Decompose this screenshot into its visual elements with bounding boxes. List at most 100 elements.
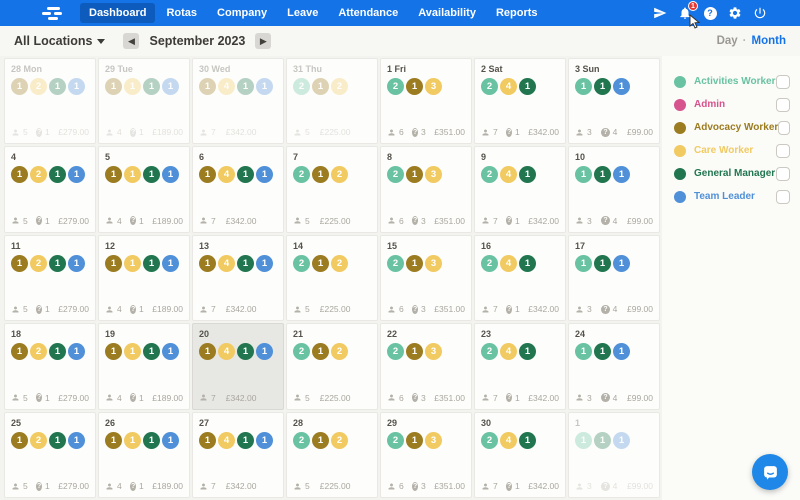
care-shift-badge[interactable]: 2 bbox=[30, 431, 47, 449]
care-shift-badge[interactable]: 4 bbox=[218, 431, 235, 449]
general-shift-badge[interactable]: 1 bbox=[594, 166, 611, 184]
team-shift-badge[interactable]: 1 bbox=[68, 254, 85, 272]
advocacy-shift-badge[interactable]: 1 bbox=[11, 166, 28, 184]
day-cell-w3-15[interactable]: 15 2 1 3 6? 3 £351.00 bbox=[380, 234, 472, 322]
general-shift-badge[interactable]: 1 bbox=[519, 78, 536, 95]
advocacy-shift-badge[interactable]: 1 bbox=[199, 431, 216, 449]
general-checkbox[interactable] bbox=[776, 166, 790, 181]
general-shift-badge[interactable]: 1 bbox=[237, 254, 254, 272]
general-shift-badge[interactable]: 1 bbox=[519, 166, 536, 184]
advocacy-shift-badge[interactable]: 1 bbox=[105, 78, 122, 95]
day-cell-w2-10[interactable]: 10 1 1 1 3? 4 £99.00 bbox=[568, 146, 660, 233]
team-shift-badge[interactable]: 1 bbox=[162, 431, 179, 449]
team-shift-badge[interactable]: 1 bbox=[68, 166, 85, 184]
day-cell-w3-12[interactable]: 12 1 1 1 1 4? 1 £189.00 bbox=[98, 234, 190, 322]
day-cell-w1-31-thu[interactable]: 31 Thu 2 1 2 5 £225.00 bbox=[286, 58, 378, 145]
day-cell-w5-25[interactable]: 25 1 2 1 1 5? 1 £279.00 bbox=[4, 411, 96, 498]
location-selector[interactable]: All Locations bbox=[14, 34, 106, 48]
day-cell-w4-23[interactable]: 23 2 4 1 7? 1 £342.00 bbox=[474, 323, 566, 410]
advocacy-shift-badge[interactable]: 1 bbox=[199, 343, 216, 361]
general-shift-badge[interactable]: 1 bbox=[49, 431, 66, 449]
day-cell-w2-6[interactable]: 6 1 4 1 1 7 £342.00 bbox=[192, 146, 284, 233]
activities-shift-badge[interactable]: 2 bbox=[481, 254, 498, 272]
app-logo-icon[interactable] bbox=[40, 4, 66, 22]
general-shift-badge[interactable]: 1 bbox=[594, 343, 611, 361]
care-shift-badge[interactable]: 2 bbox=[30, 254, 47, 272]
care-shift-badge[interactable]: 1 bbox=[124, 166, 141, 184]
general-shift-badge[interactable]: 1 bbox=[49, 78, 66, 95]
day-cell-w2-9[interactable]: 9 2 4 1 7? 1 £342.00 bbox=[474, 146, 566, 233]
team-shift-badge[interactable]: 1 bbox=[162, 78, 179, 95]
day-cell-w1-1-fri[interactable]: 1 Fri 2 1 3 6? 3 £351.00 bbox=[380, 58, 472, 145]
day-cell-w5-27[interactable]: 27 1 4 1 1 7 £342.00 bbox=[192, 411, 284, 498]
general-shift-badge[interactable]: 1 bbox=[519, 431, 536, 449]
day-cell-w3-11[interactable]: 11 1 2 1 1 5? 1 £279.00 bbox=[4, 234, 96, 322]
day-cell-w5-28[interactable]: 28 2 1 2 5 £225.00 bbox=[286, 411, 378, 498]
general-shift-badge[interactable]: 1 bbox=[237, 343, 254, 361]
advocacy-shift-badge[interactable]: 1 bbox=[11, 254, 28, 272]
team-shift-badge[interactable]: 1 bbox=[256, 343, 273, 361]
care-shift-badge[interactable]: 2 bbox=[30, 343, 47, 361]
advocacy-shift-badge[interactable]: 1 bbox=[199, 254, 216, 272]
general-shift-badge[interactable]: 1 bbox=[237, 78, 254, 95]
care-shift-badge[interactable]: 4 bbox=[500, 431, 517, 449]
team-shift-badge[interactable]: 1 bbox=[613, 343, 630, 361]
day-cell-w5-30[interactable]: 30 2 4 1 7? 1 £342.00 bbox=[474, 411, 566, 498]
nav-tab-rotas[interactable]: Rotas bbox=[166, 7, 198, 19]
gear-icon[interactable] bbox=[727, 5, 743, 21]
nav-tab-availability[interactable]: Availability bbox=[418, 7, 476, 19]
general-shift-badge[interactable]: 1 bbox=[594, 78, 611, 95]
advocacy-shift-badge[interactable]: 1 bbox=[11, 78, 28, 95]
activities-shift-badge[interactable]: 2 bbox=[481, 431, 498, 449]
general-shift-badge[interactable]: 1 bbox=[594, 431, 611, 449]
chat-launcher-button[interactable] bbox=[752, 454, 788, 490]
advocacy-shift-badge[interactable]: 1 bbox=[312, 78, 329, 95]
general-shift-badge[interactable]: 1 bbox=[237, 166, 254, 184]
team-shift-badge[interactable]: 1 bbox=[162, 254, 179, 272]
day-cell-w5-1[interactable]: 1 1 1 1 3? 4 £99.00 bbox=[568, 411, 660, 498]
activities-shift-badge[interactable]: 2 bbox=[387, 78, 404, 95]
care-shift-badge[interactable]: 1 bbox=[124, 78, 141, 95]
nav-tab-leave[interactable]: Leave bbox=[287, 7, 319, 19]
day-cell-w1-3-sun[interactable]: 3 Sun 1 1 1 3? 4 £99.00 bbox=[568, 58, 660, 145]
advocacy-shift-badge[interactable]: 1 bbox=[312, 431, 329, 449]
team-shift-badge[interactable]: 1 bbox=[162, 343, 179, 361]
day-cell-w1-30-wed[interactable]: 30 Wed 1 4 1 1 7 £342.00 bbox=[192, 58, 284, 145]
general-shift-badge[interactable]: 1 bbox=[143, 343, 160, 361]
care-shift-badge[interactable]: 3 bbox=[425, 78, 442, 95]
day-cell-w4-19[interactable]: 19 1 1 1 1 4? 1 £189.00 bbox=[98, 323, 190, 410]
advocacy-shift-badge[interactable]: 1 bbox=[406, 431, 423, 449]
help-icon[interactable]: ? bbox=[702, 5, 718, 21]
advocacy-shift-badge[interactable]: 1 bbox=[406, 254, 423, 272]
day-cell-w1-29-tue[interactable]: 29 Tue 1 1 1 1 4? 1 £189.00 bbox=[98, 58, 190, 145]
general-shift-badge[interactable]: 1 bbox=[237, 431, 254, 449]
general-shift-badge[interactable]: 1 bbox=[49, 166, 66, 184]
day-cell-w2-4[interactable]: 4 1 2 1 1 5? 1 £279.00 bbox=[4, 146, 96, 233]
advocacy-shift-badge[interactable]: 1 bbox=[199, 78, 216, 95]
general-shift-badge[interactable]: 1 bbox=[49, 343, 66, 361]
day-cell-w4-18[interactable]: 18 1 2 1 1 5? 1 £279.00 bbox=[4, 323, 96, 410]
send-icon[interactable] bbox=[652, 5, 668, 21]
view-month-button[interactable]: Month bbox=[751, 35, 786, 47]
team-shift-badge[interactable]: 1 bbox=[613, 78, 630, 95]
team-checkbox[interactable] bbox=[776, 189, 790, 204]
team-shift-badge[interactable]: 1 bbox=[68, 431, 85, 449]
activities-checkbox[interactable] bbox=[776, 74, 790, 89]
care-shift-badge[interactable]: 4 bbox=[500, 254, 517, 272]
care-shift-badge[interactable]: 2 bbox=[331, 343, 348, 361]
care-shift-badge[interactable]: 1 bbox=[124, 254, 141, 272]
activities-shift-badge[interactable]: 2 bbox=[293, 343, 310, 361]
activities-shift-badge[interactable]: 2 bbox=[481, 343, 498, 361]
day-cell-w3-16[interactable]: 16 2 4 1 7? 1 £342.00 bbox=[474, 234, 566, 322]
general-shift-badge[interactable]: 1 bbox=[594, 254, 611, 272]
general-shift-badge[interactable]: 1 bbox=[143, 254, 160, 272]
team-shift-badge[interactable]: 1 bbox=[256, 166, 273, 184]
general-shift-badge[interactable]: 1 bbox=[143, 431, 160, 449]
day-cell-w4-21[interactable]: 21 2 1 2 5 £225.00 bbox=[286, 323, 378, 410]
activities-shift-badge[interactable]: 1 bbox=[575, 78, 592, 95]
activities-shift-badge[interactable]: 2 bbox=[481, 78, 498, 95]
advocacy-shift-badge[interactable]: 1 bbox=[312, 343, 329, 361]
general-shift-badge[interactable]: 1 bbox=[519, 343, 536, 361]
team-shift-badge[interactable]: 1 bbox=[68, 78, 85, 95]
care-shift-badge[interactable]: 3 bbox=[425, 343, 442, 361]
